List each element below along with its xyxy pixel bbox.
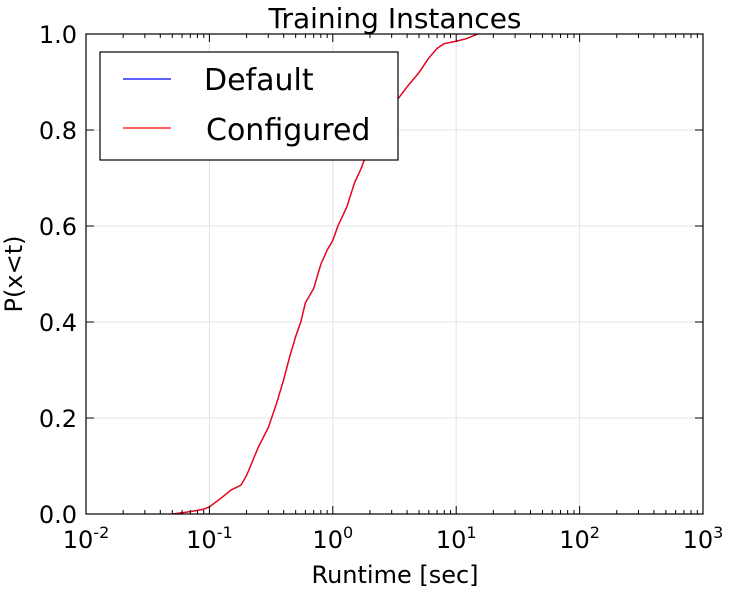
y-tick-label: 0.2: [39, 405, 77, 433]
x-tick-labels: 10-2 10-1 100 101 102 103: [63, 523, 724, 554]
legend-label-configured: Configured: [206, 113, 370, 148]
x-tick-label: 101: [436, 523, 477, 554]
legend: Default Configured: [99, 51, 399, 161]
legend-label-default: Default: [204, 63, 314, 98]
chart-title: Training Instances: [267, 2, 521, 35]
x-tick-label: 100: [312, 523, 353, 554]
axis-ticks: [85, 33, 704, 515]
x-axis-label: Runtime [sec]: [311, 561, 478, 589]
y-axis-label: P(x<t): [0, 236, 28, 313]
x-tick-label: 10-2: [63, 523, 110, 554]
y-tick-labels: 0.0 0.2 0.4 0.6 0.8 1.0: [39, 21, 77, 529]
y-tick-label: 0.4: [39, 309, 77, 337]
x-tick-label: 103: [683, 523, 724, 554]
x-tick-label: 10-1: [186, 523, 233, 554]
x-tick-label: 102: [559, 523, 600, 554]
series-lines: [172, 33, 479, 515]
y-tick-label: 0.8: [39, 117, 77, 145]
y-tick-label: 1.0: [39, 21, 77, 49]
legend-box: [99, 51, 399, 161]
series-line-configured: [172, 33, 479, 515]
y-tick-label: 0.6: [39, 213, 77, 241]
y-tick-label: 0.0: [39, 501, 77, 529]
plot-frame: [85, 33, 704, 515]
